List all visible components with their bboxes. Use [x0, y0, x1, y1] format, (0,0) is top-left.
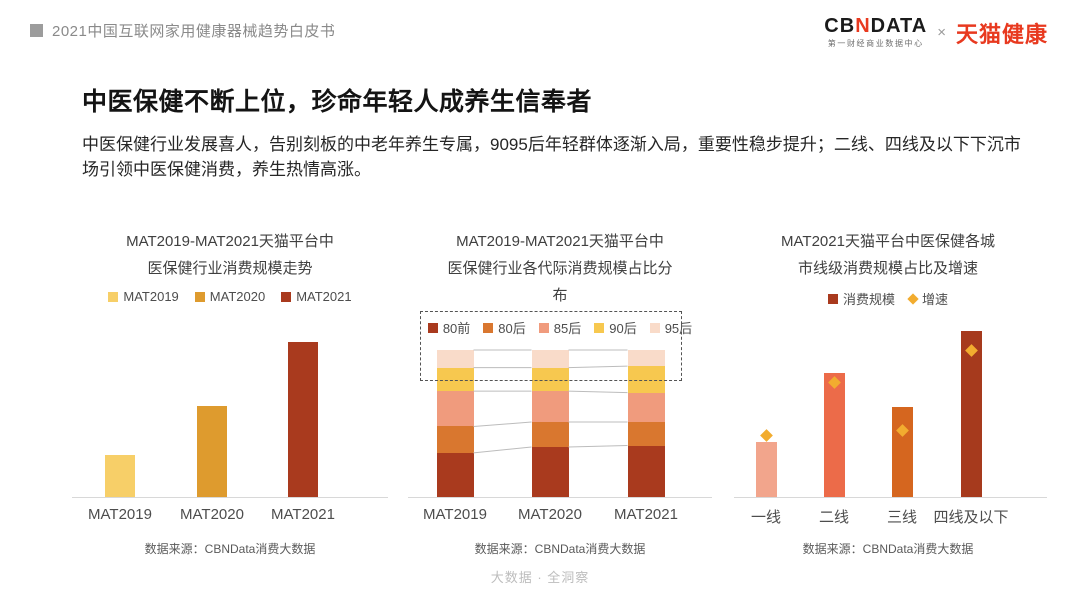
chart-title-city-tier: MAT2021天猫平台中医保健各城 市线级消费规模占比及增速 [718, 228, 1058, 282]
legend-label: 90后 [609, 321, 637, 336]
square-swatch-icon [483, 322, 494, 333]
chart-title-line-0: MAT2021天猫平台中医保健各城 [781, 233, 995, 250]
square-swatch-icon [108, 291, 119, 302]
chart-source-scale-trend: 数据来源：CBNData消费大数据 [144, 542, 316, 556]
segment-0-1 [531, 447, 569, 497]
legend-item-2: 85后 [538, 318, 582, 337]
legend-label: 增速 [922, 292, 949, 307]
x-label-1: MAT2020 [518, 506, 582, 523]
x-axis-line [72, 497, 388, 498]
page-title: 中医保健不断上位，珍命年轻人成养生信奉者 [82, 88, 593, 116]
x-label-0: MAT2019 [423, 506, 487, 523]
segment-2-2 [627, 392, 665, 423]
segment-0-2 [627, 445, 665, 497]
legend-item-1: 80后 [483, 318, 526, 337]
segment-1-1 [531, 422, 569, 447]
legend-label: MAT2021 [296, 289, 352, 304]
chart-legend-generation-share: 80前 80后 85后 90后 95后 [390, 318, 730, 337]
square-swatch-icon [594, 322, 605, 333]
growth-diamond-marker-0 [759, 429, 773, 442]
chart-title-line-0: MAT2019-MAT2021天猫平台中 [126, 233, 334, 250]
square-swatch-icon [827, 293, 838, 304]
x-label-2: MAT2021 [614, 506, 678, 523]
brand-logos: CBNDATA 第一财经商业数据中心 × 天猫健康 [824, 16, 1048, 49]
x-label-3: 四线及以下 [933, 509, 1009, 526]
cbndata-logo-prefix: CB [824, 15, 856, 37]
legend-label: 消费规模 [842, 292, 895, 307]
legend-label: 85后 [553, 321, 582, 336]
x-axis-line [408, 497, 712, 498]
segment-4-0 [436, 350, 474, 368]
cbndata-tagline: 第一财经商业数据中心 [827, 39, 924, 48]
legend-item-1: 增速 [907, 289, 949, 308]
segment-0-0 [436, 452, 474, 497]
x-label-1: MAT2020 [180, 506, 244, 523]
legend-label: 80后 [498, 321, 526, 336]
segment-2-1 [531, 391, 569, 423]
legend-item-0: MAT2019 [108, 289, 179, 304]
x-label-1: 二线 [818, 509, 849, 526]
doc-title: 2021中国互联网家用健康器械趋势白皮书 [52, 23, 336, 40]
segment-3-2 [627, 366, 665, 393]
x-label-0: 一线 [750, 509, 781, 526]
chart-source-city-tier: 数据来源：CBNData消费大数据 [802, 542, 974, 556]
chart-title-line-1: 市线级消费规模占比及增速 [797, 260, 978, 277]
chart-title-line-1: 医保健行业各代际消费规模占比分 [447, 260, 673, 277]
chart-legend-city-tier: 消费规模 增速 [718, 289, 1058, 308]
segment-2-0 [436, 391, 474, 427]
square-swatch-icon [194, 291, 205, 302]
chart-title-scale-trend: MAT2019-MAT2021天猫平台中 医保健行业消费规模走势 [60, 228, 400, 282]
bar-1 [823, 372, 845, 497]
segment-3-0 [436, 367, 474, 392]
x-axis-line [734, 497, 1047, 498]
diamond-swatch-icon [907, 292, 919, 305]
legend-label: MAT2019 [123, 289, 179, 304]
legend-label: 95后 [664, 321, 693, 336]
bar-1 [197, 405, 227, 497]
segment-4-2 [627, 350, 665, 367]
bar-0 [755, 442, 777, 497]
bar-3 [960, 331, 982, 497]
chart-title-line-0: MAT2019-MAT2021天猫平台中 [456, 233, 664, 250]
legend-label: 80前 [442, 321, 471, 336]
x-label-2: 三线 [886, 509, 917, 526]
bar-2 [288, 342, 318, 497]
square-swatch-icon [427, 322, 438, 333]
bar-0 [105, 455, 135, 497]
legend-item-2: MAT2021 [281, 289, 352, 304]
legend-item-4: 95后 [649, 318, 693, 337]
chart-source-generation-share: 数据来源：CBNData消费大数据 [474, 542, 646, 556]
logo-separator: × [937, 24, 946, 41]
segment-1-0 [436, 426, 474, 453]
doc-header: 2021中国互联网家用健康器械趋势白皮书 [30, 20, 335, 41]
chart-title-generation-share: MAT2019-MAT2021天猫平台中 医保健行业各代际消费规模占比分布 [390, 228, 730, 309]
legend-item-3: 90后 [594, 318, 637, 337]
legend-item-0: 80前 [427, 318, 471, 337]
segment-1-2 [627, 422, 665, 446]
footer-slogan: 大数据 · 全洞察 [490, 570, 590, 585]
bar-2 [891, 407, 913, 497]
square-swatch-icon [649, 322, 660, 333]
page-description: 中医保健行业发展喜人，告别刻板的中老年养生专属，9095后年轻群体逐渐入局，重要… [82, 135, 1021, 179]
legend-label: MAT2020 [209, 289, 266, 304]
legend-item-1: MAT2020 [194, 289, 266, 304]
x-label-0: MAT2019 [88, 506, 152, 523]
highlight-dashed-box [420, 311, 682, 381]
segment-3-1 [531, 367, 569, 392]
header-bullet-square-icon [30, 24, 43, 37]
legend-item-0: 消费规模 [827, 289, 895, 308]
x-label-2: MAT2021 [271, 506, 335, 523]
square-swatch-icon [538, 322, 549, 333]
tmall-health-logo: 天猫健康 [955, 21, 1048, 47]
cbndata-logo-n: N [855, 15, 871, 37]
chart-title-line-2: 布 [552, 287, 568, 304]
cbndata-logo: CBNDATA 第一财经商业数据中心 [824, 16, 927, 49]
chart-title-line-1: 医保健行业消费规模走势 [147, 260, 313, 277]
cbndata-logo-suffix: DATA [870, 15, 928, 37]
chart-legend-scale-trend: MAT2019 MAT2020 MAT2021 [60, 289, 400, 304]
charts-section: MAT2019-MAT2021天猫平台中 医保健行业消费规模走势 MAT2019 MA… [0, 218, 1080, 583]
square-swatch-icon [281, 291, 292, 302]
segment-4-1 [531, 350, 569, 368]
